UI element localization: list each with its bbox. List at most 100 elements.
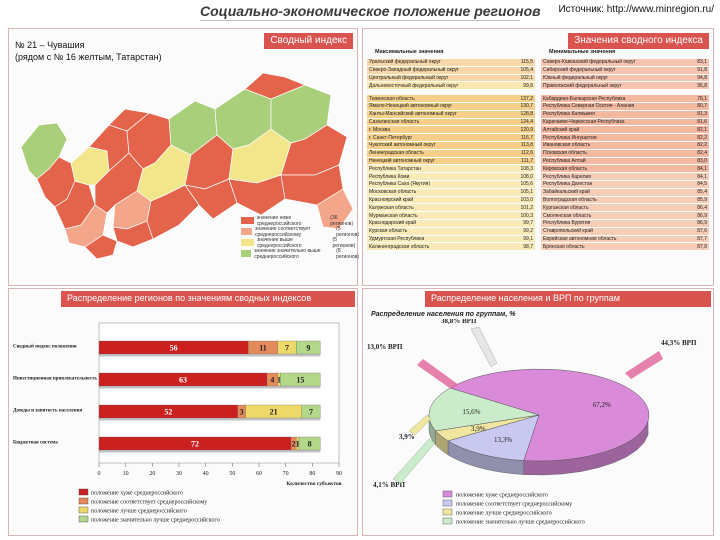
table-cell-name: Южный федеральный округ (543, 74, 609, 81)
table-cell-value: 86,9 (697, 220, 707, 227)
table-row: Курганская область 86,4 (541, 204, 709, 213)
table-cell-name: Тюменская область (369, 95, 415, 102)
table-row: Кабардино-Балкарская Республика 78,1 (541, 95, 709, 103)
pie-value-label: 3,9% (471, 425, 486, 433)
table-cell-value: 105,1 (520, 189, 533, 196)
table-row: Волгоградская область 85,9 (541, 196, 709, 205)
table-row: г. Москва 120,9 (367, 126, 535, 135)
pie-subtitle: Распределение населения по группам, % (371, 311, 516, 318)
pie-legend-label: положение значительно лучше среднероссий… (456, 519, 585, 526)
table-row: Республика Татарстан 108,3 (367, 165, 535, 174)
table-cell-name: Республика Татарстан (369, 165, 422, 172)
table-row: Ненецкий автономный округ 111,7 (367, 157, 535, 166)
table-cell-value: 82,4 (697, 150, 707, 157)
min-table-header: Минимальные значения (549, 49, 616, 55)
table-cell-value: 112,6 (520, 150, 533, 157)
table-cell-name: Республика Дагестан (543, 181, 593, 188)
table-row: Псковская область 82,4 (541, 149, 709, 158)
table-cell-name: Ивановская область (543, 142, 591, 149)
legend-label: значение ниже среднероссийского (256, 214, 302, 227)
table-cell-value: 113,8 (520, 142, 533, 149)
table-row: Республика Ингушетия 82,2 (541, 134, 709, 142)
table-cell-name: Калужская область (369, 204, 414, 211)
table-row: Ямало-Ненецкий автономный округ 130,7 (367, 102, 535, 111)
index-table-panel: Значения сводного индекса Максимальные з… (362, 28, 714, 286)
table-row: Республика Алтай 83,0 (541, 157, 709, 166)
min-values-table: Минимальные значения Северо-Кавказский ф… (541, 49, 709, 252)
vrp-label: 13,0% ВРП (367, 343, 403, 351)
x-tick-label: 90 (336, 471, 342, 477)
map-region (316, 188, 354, 230)
table-cell-name: Удмуртская Республика (369, 235, 425, 242)
bar-shadow (99, 386, 267, 389)
callout-arrow (625, 351, 663, 379)
map-legend-item: значение значительно выше среднероссийск… (241, 247, 359, 260)
table-row: Сахалинская область 124,4 (367, 118, 535, 127)
table-cell-name: Чукотский автономный округ (369, 142, 436, 149)
pie-chart: 67,2% 13,3% 3,9% 15,6% 38,8% ВРП 13,0% ВРП 44,… (367, 319, 697, 526)
table-row: Ханты-Мансийский автономный округ 128,8 (367, 110, 535, 119)
bar-shadow (277, 354, 297, 357)
max-values-table: Максимальные значения Уральский федераль… (367, 49, 535, 252)
table-row: Красноярский край 103,0 (367, 196, 535, 205)
legend-count: (36 регионов) (330, 214, 354, 227)
table-cell-value: 105,6 (520, 181, 533, 188)
table-cell-name: Республика Саха (Якутия) (369, 181, 431, 188)
legend-swatch (241, 217, 254, 224)
legend-label: значение значительно выше среднероссийск… (254, 247, 321, 260)
map-panel: Сводный индекс № 21 – Чувашия (рядом с №… (8, 28, 359, 286)
table-cell-value: 85,9 (697, 196, 707, 203)
table-cell-value: 81,3 (697, 111, 707, 118)
bar-shadow (291, 450, 297, 453)
bar-shadow (301, 418, 321, 421)
map-legend-item: значение ниже среднероссийского (36 регио… (241, 214, 359, 227)
bar-value-label: 7 (285, 344, 289, 353)
table-cell-name: Забайкальский край (543, 189, 590, 196)
table-row: Приволжский федеральный округ 95,8 (541, 82, 709, 91)
x-tick-label: 40 (203, 471, 209, 477)
pie-chart-panel: Распределение населения и ВРП по группам… (362, 288, 714, 536)
x-tick-label: 80 (309, 471, 315, 477)
table-cell-value: 115,5 (520, 59, 533, 66)
bar-legend-swatch (78, 488, 89, 496)
table-row: Республика Саха (Якутия) 105,6 (367, 180, 535, 189)
table-row: Сибирский федеральный округ 91,8 (541, 66, 709, 75)
map-note: № 21 – Чувашия (рядом с № 16 желтым, Тат… (15, 39, 162, 63)
table-cell-value: 101,2 (520, 204, 533, 211)
bar-legend-label: положение хуже среднероссийского (91, 490, 183, 497)
table-cell-name: Калининградская область (369, 243, 430, 250)
table-cell-value: 99,2 (523, 228, 533, 235)
table-row: Республика Бурятия 86,9 (541, 219, 709, 228)
table-cell-value: 84,1 (697, 173, 707, 180)
table-cell-value: 120,9 (520, 126, 533, 133)
table-cell-name: Республика Коми (369, 173, 410, 180)
legend-label: значение соответствует среднероссийскому (255, 225, 311, 238)
table-cell-value: 82,1 (697, 126, 707, 133)
table-cell-name: Республика Калмыкия (543, 111, 595, 118)
bar-shadow (237, 418, 246, 421)
table-cell-value: 82,2 (697, 142, 707, 149)
table-cell-value: 85,4 (697, 189, 707, 196)
table-row: Ленинградская область 112,6 (367, 149, 535, 158)
callout-arrow (408, 414, 432, 436)
table-row: Южный федеральный округ 94,8 (541, 74, 709, 83)
table-cell-name: г. Москва (369, 126, 391, 133)
table-cell-name: Мурманская область (369, 212, 418, 219)
pie-legend-swatch (442, 490, 453, 498)
table-row: Карачаево-Черкесская Республика 81,6 (541, 118, 709, 127)
bar-legend-swatch (78, 515, 89, 523)
x-tick-label: 20 (149, 471, 155, 477)
vrp-label: 3,9% (399, 433, 415, 441)
table-cell-name: Северо-Западный федеральный округ (369, 67, 459, 74)
table-row: Северо-Западный федеральный округ 105,4 (367, 66, 535, 75)
map-region (84, 234, 118, 260)
table-banner: Значения сводного индекса (568, 33, 709, 49)
x-axis-label: Количество субъектов (286, 480, 341, 487)
table-cell-value: 84,5 (697, 181, 707, 188)
bar-legend-label: положение лучше среднероссийского (91, 508, 187, 515)
table-cell-value: 83,1 (697, 59, 707, 66)
table-cell-value: 99,8 (523, 82, 533, 89)
bar-shadow (99, 354, 249, 357)
table-cell-value: 116,7 (520, 134, 533, 141)
table-cell-name: Волгоградская область (543, 196, 597, 203)
